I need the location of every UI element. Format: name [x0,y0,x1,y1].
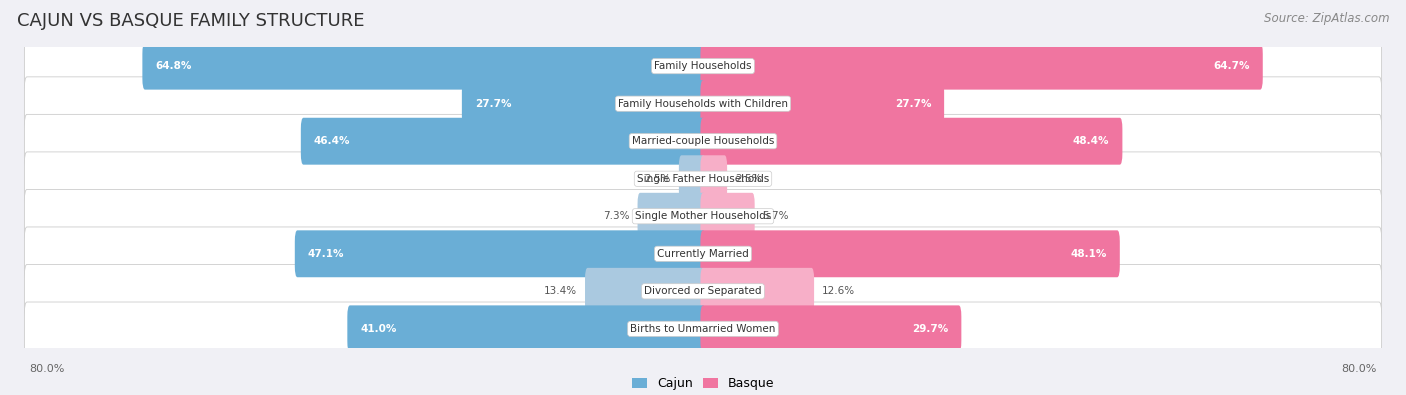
FancyBboxPatch shape [142,43,706,90]
Text: 48.1%: 48.1% [1070,249,1107,259]
FancyBboxPatch shape [700,80,945,127]
Text: CAJUN VS BASQUE FAMILY STRUCTURE: CAJUN VS BASQUE FAMILY STRUCTURE [17,12,364,30]
FancyBboxPatch shape [24,152,1382,205]
FancyBboxPatch shape [24,190,1382,243]
Text: 48.4%: 48.4% [1073,136,1109,146]
FancyBboxPatch shape [700,118,1122,165]
FancyBboxPatch shape [700,230,1119,277]
FancyBboxPatch shape [24,265,1382,318]
FancyBboxPatch shape [700,155,727,202]
Text: 64.7%: 64.7% [1213,61,1250,71]
Text: 41.0%: 41.0% [360,324,396,334]
FancyBboxPatch shape [700,268,814,315]
FancyBboxPatch shape [24,302,1382,356]
Text: 47.1%: 47.1% [308,249,344,259]
FancyBboxPatch shape [637,193,706,240]
FancyBboxPatch shape [301,118,706,165]
FancyBboxPatch shape [585,268,706,315]
FancyBboxPatch shape [24,115,1382,168]
Text: 29.7%: 29.7% [912,324,949,334]
FancyBboxPatch shape [700,305,962,352]
Text: Single Mother Households: Single Mother Households [636,211,770,221]
Text: 46.4%: 46.4% [314,136,350,146]
Text: 27.7%: 27.7% [894,99,931,109]
FancyBboxPatch shape [679,155,706,202]
FancyBboxPatch shape [700,193,755,240]
Text: Single Father Households: Single Father Households [637,174,769,184]
FancyBboxPatch shape [24,227,1382,280]
Text: Births to Unmarried Women: Births to Unmarried Women [630,324,776,334]
Text: 13.4%: 13.4% [544,286,578,296]
FancyBboxPatch shape [700,43,1263,90]
Legend: Cajun, Basque: Cajun, Basque [627,372,779,395]
Text: 12.6%: 12.6% [823,286,855,296]
Text: 80.0%: 80.0% [30,365,65,374]
Text: 5.7%: 5.7% [762,211,789,221]
Text: 2.5%: 2.5% [735,174,762,184]
Text: Currently Married: Currently Married [657,249,749,259]
Text: Married-couple Households: Married-couple Households [631,136,775,146]
Text: Divorced or Separated: Divorced or Separated [644,286,762,296]
Text: 7.3%: 7.3% [603,211,630,221]
Text: 80.0%: 80.0% [1341,365,1376,374]
Text: Source: ZipAtlas.com: Source: ZipAtlas.com [1264,12,1389,25]
Text: 2.5%: 2.5% [644,174,671,184]
Text: Family Households: Family Households [654,61,752,71]
FancyBboxPatch shape [24,40,1382,93]
Text: Family Households with Children: Family Households with Children [619,99,787,109]
FancyBboxPatch shape [461,80,706,127]
FancyBboxPatch shape [295,230,706,277]
FancyBboxPatch shape [24,77,1382,130]
Text: 27.7%: 27.7% [475,99,512,109]
Text: 64.8%: 64.8% [155,61,191,71]
FancyBboxPatch shape [347,305,706,352]
